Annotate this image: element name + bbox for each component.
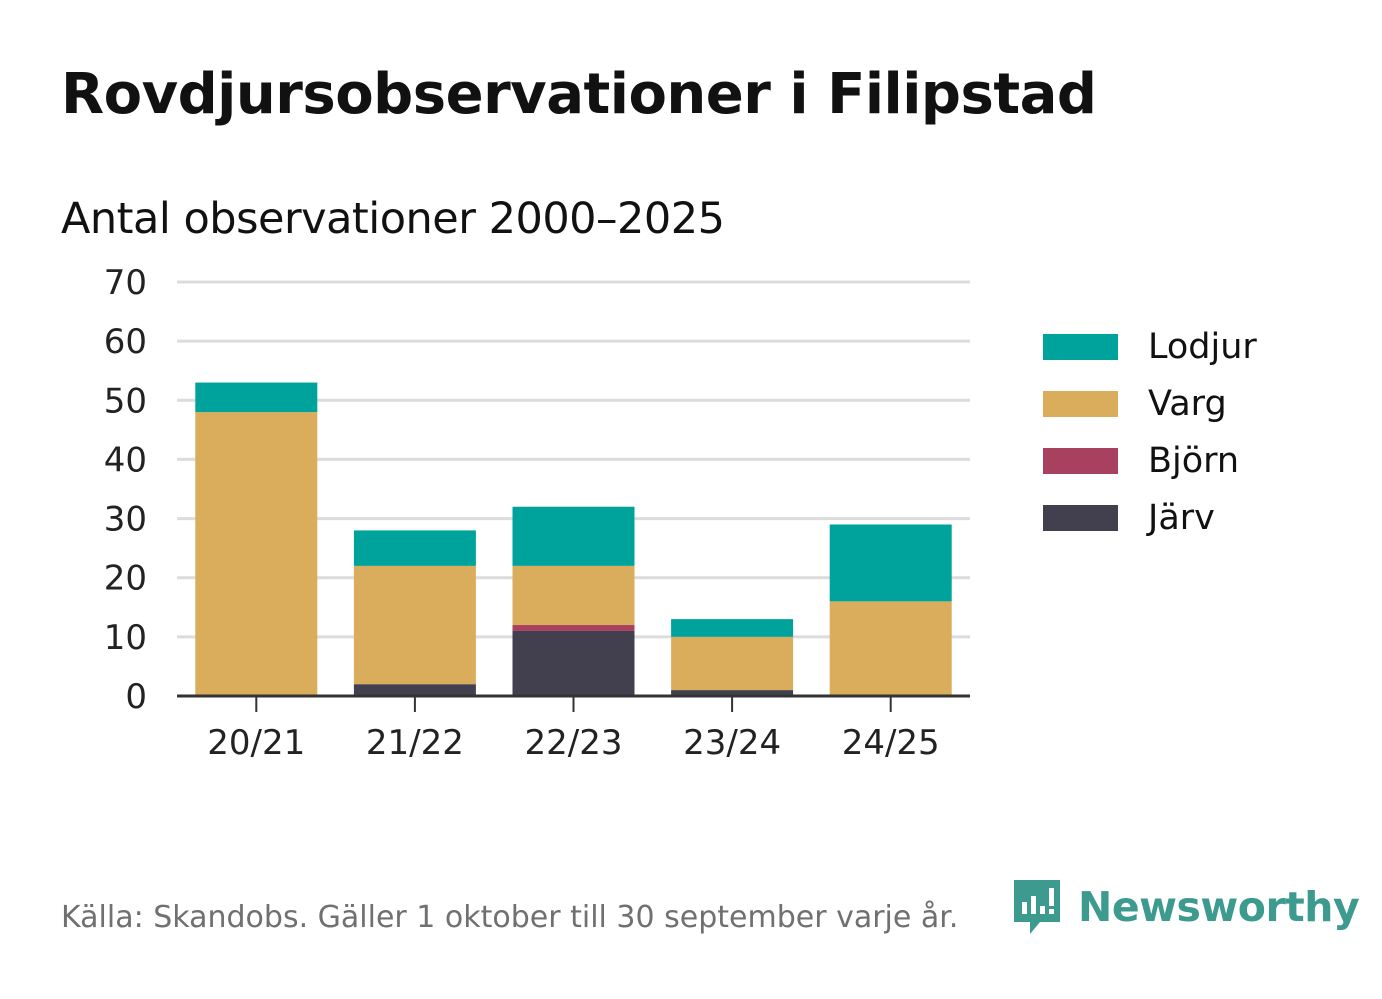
bar-varg-21-22 (353, 565, 476, 685)
legend-label: Varg (1148, 383, 1227, 424)
bar-järv-21-22 (353, 684, 476, 696)
legend-swatch (1043, 390, 1118, 417)
y-tick-label: 10 (104, 618, 147, 658)
bar-lodjur-23-24 (671, 619, 794, 637)
y-tick-label: 40 (104, 440, 147, 480)
source-note: Källa: Skandobs. Gäller 1 oktober till 3… (61, 900, 959, 935)
bar-lodjur-21-22 (353, 530, 476, 566)
legend-label: Lodjur (1148, 326, 1257, 367)
y-tick-label: 70 (104, 263, 147, 303)
bar-lodjur-24-25 (829, 524, 952, 602)
bar-chart-speech-bubble-icon (1014, 880, 1060, 934)
legend-item-lodjur: Lodjur (1043, 318, 1257, 375)
legend-swatch (1043, 504, 1118, 531)
legend-swatch (1043, 447, 1118, 474)
bar-lodjur-20-21 (195, 382, 318, 413)
bar-varg-24-25 (829, 601, 952, 696)
y-tick-label: 60 (104, 322, 147, 362)
y-tick-label: 0 (125, 677, 147, 717)
x-tick-label: 24/25 (842, 723, 940, 763)
legend-item-björn: Björn (1043, 432, 1257, 489)
bar-varg-23-24 (671, 636, 794, 691)
y-tick-label: 30 (104, 500, 147, 540)
brand-logo: Newsworthy (1010, 876, 1360, 938)
bar-järv-22-23 (512, 630, 635, 696)
legend-label: Järv (1148, 497, 1215, 538)
legend-swatch (1043, 333, 1118, 360)
legend-item-järv: Järv (1043, 489, 1257, 546)
chart-title: Rovdjursobservationer i Filipstad (61, 62, 1097, 127)
legend-label: Björn (1148, 440, 1240, 481)
y-tick-label: 50 (104, 381, 147, 421)
bar-björn-22-23 (512, 625, 635, 631)
x-tick-label: 20/21 (207, 723, 305, 763)
bars (195, 382, 952, 696)
legend-item-varg: Varg (1043, 375, 1257, 432)
x-tick-label: 22/23 (525, 723, 623, 763)
bar-varg-22-23 (512, 565, 635, 626)
bar-lodjur-22-23 (512, 506, 635, 566)
legend: Lodjur Varg Björn Järv (1043, 318, 1257, 546)
axes: 0 10 20 30 40 50 60 70 20/21 21/22 22/23 23/24 24/25 (104, 263, 970, 763)
bar-varg-20-21 (195, 412, 318, 696)
x-tick-label: 21/22 (366, 723, 464, 763)
brand-name: Newsworthy (1078, 883, 1360, 931)
chart-subtitle: Antal observationer 2000–2025 (61, 194, 725, 244)
bar-järv-23-24 (671, 690, 794, 696)
y-tick-label: 20 (104, 559, 147, 599)
x-tick-label: 23/24 (683, 723, 781, 763)
